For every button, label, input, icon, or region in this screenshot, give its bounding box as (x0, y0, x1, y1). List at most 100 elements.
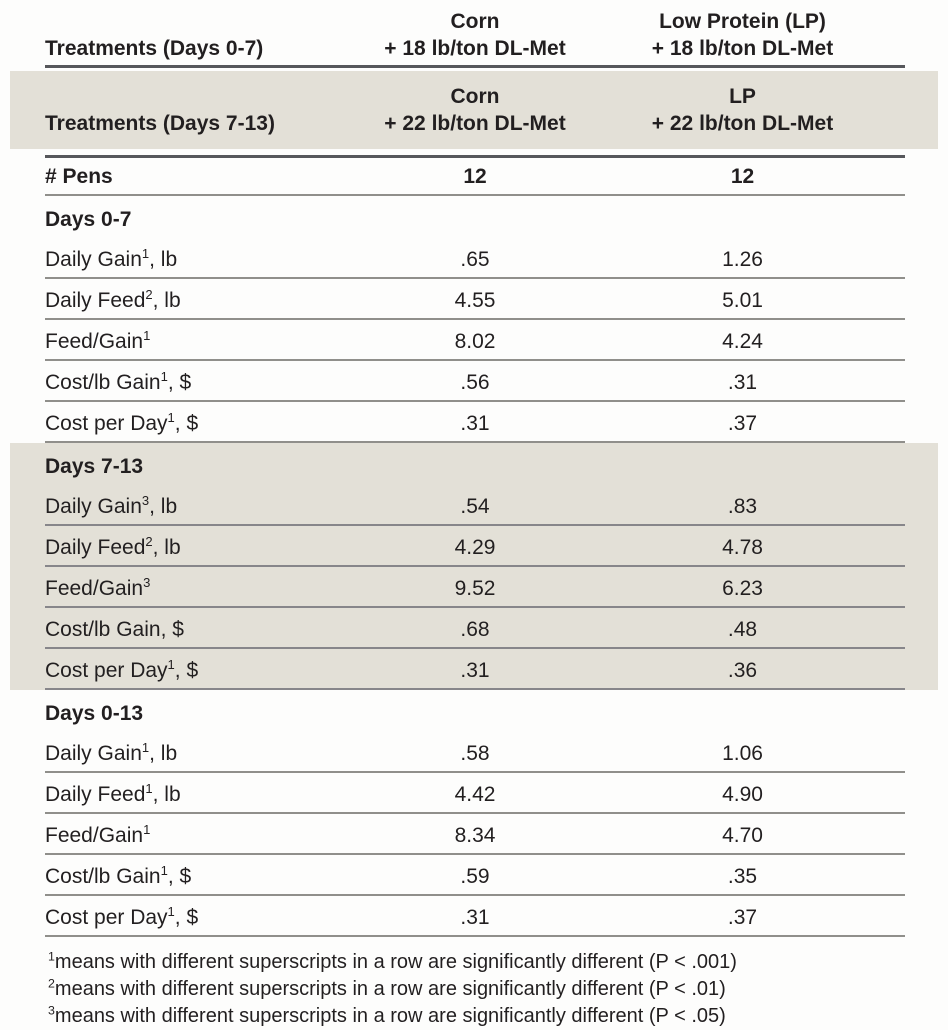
value-cell-lp: .35 (727, 865, 758, 888)
value-cell-lp: .83 (727, 495, 758, 518)
row-label-text: Cost per Day (45, 659, 168, 682)
value-cell-lp: 5.01 (722, 289, 763, 312)
row-label-text: Cost/lb Gain (45, 618, 161, 641)
pens-row-label: # Pens (45, 165, 113, 188)
value-cell-corn: .58 (460, 742, 490, 765)
row-label: Daily Feed2, lb (45, 287, 325, 313)
row-label-sup: 3 (141, 493, 150, 508)
table-row-daily-gain-0-13: Daily Gain1, lb .58 1.06 (45, 732, 905, 773)
footnote-3-sup: 3 (48, 1003, 55, 1018)
table-row-cost-per-day-7-13: Cost per Day1, $ .31 .36 (45, 649, 905, 690)
footnote-2-text: means with different superscripts in a r… (54, 978, 726, 1000)
row-label: Daily Feed2, lb (45, 534, 325, 560)
pens-row: # Pens 12 12 (45, 158, 905, 196)
value-cell-corn: 8.34 (454, 824, 496, 847)
row-label-suffix: , lb (149, 248, 178, 271)
row-label: Cost/lb Gain1, $ (45, 369, 325, 395)
footnote-1: 1means with different superscripts in a … (48, 949, 938, 976)
row-label-text: Daily Feed (45, 536, 146, 559)
header2-row-label: Treatments (Days 7-13) (45, 112, 275, 135)
row-label-sup: 2 (145, 534, 153, 549)
table-row-cost-per-day-0-13: Cost per Day1, $ .31 .37 (45, 896, 905, 937)
value-cell-lp: 4.78 (722, 536, 763, 559)
value-cell-corn: 9.52 (454, 577, 496, 600)
footnote-3-text: means with different superscripts in a r… (54, 1005, 726, 1027)
row-label: Feed/Gain1 (45, 328, 325, 354)
section-title-days-0-13: Days 0-13 (45, 702, 144, 725)
header2-corn-line2: + 22 lb/ton DL-Met (384, 112, 566, 135)
row-label-sup: 1 (143, 328, 151, 343)
row-label-text: Daily Gain (45, 742, 142, 765)
table-row-cost-lb-gain-7-13: Cost/lb Gain, $ .68 .48 (45, 608, 905, 649)
header2-lp-line1: LP (729, 85, 756, 108)
row-label: Feed/Gain3 (45, 576, 325, 601)
header1-corn-line1: Corn (450, 10, 500, 33)
table-row-daily-feed-0-7: Daily Feed2, lb 4.55 5.01 (45, 279, 905, 320)
value-cell-corn: .68 (460, 618, 490, 641)
header1-corn-line2: + 18 lb/ton DL-Met (384, 37, 566, 60)
header2-col-lp: LP + 22 lb/ton DL-Met (625, 83, 860, 137)
row-label-text: Cost per Day (45, 906, 168, 929)
row-label: Daily Feed1, lb (45, 782, 325, 807)
treatments-table: Treatments (Days 0-7) Corn + 18 lb/ton D… (10, 6, 938, 1030)
row-label-suffix: , $ (174, 659, 199, 682)
value-cell-corn: .31 (460, 906, 490, 929)
value-cell-corn: .31 (460, 659, 490, 682)
row-label-suffix: , $ (160, 618, 184, 641)
row-label-sup: 1 (167, 904, 175, 919)
row-label-suffix: , lb (152, 783, 181, 806)
section-title-days-7-13: Days 7-13 (45, 455, 144, 478)
pens-value-corn: 12 (463, 165, 487, 188)
value-cell-lp: 4.90 (722, 783, 763, 806)
row-label-suffix: , $ (167, 371, 192, 394)
table-row-feed-gain-0-7: Feed/Gain1 8.02 4.24 (45, 320, 905, 361)
row-label-sup: 1 (141, 740, 150, 755)
row-label-suffix: , lb (152, 536, 181, 559)
value-cell-lp: 1.06 (722, 742, 763, 765)
section-days-7-13: Days 7-13 Daily Gain3, lb .54 .83 Daily … (10, 443, 938, 690)
table-row-daily-gain-7-13: Daily Gain3, lb .54 .83 (45, 485, 905, 526)
header2-col-corn: Corn + 22 lb/ton DL-Met (325, 83, 625, 137)
header2-corn-line1: Corn (450, 85, 500, 108)
row-label-text: Daily Gain (45, 248, 142, 271)
row-label: Daily Gain3, lb (45, 493, 325, 519)
value-cell-corn: 4.55 (454, 289, 496, 312)
row-label-text: Cost/lb Gain (45, 865, 161, 888)
value-cell-corn: .59 (460, 865, 490, 888)
row-label: Cost/lb Gain, $ (45, 618, 325, 642)
row-label: Cost per Day1, $ (45, 657, 325, 683)
row-label-sup: 1 (167, 410, 175, 425)
row-label-text: Cost/lb Gain (45, 371, 161, 394)
table-row-daily-gain-0-7: Daily Gain1, lb .65 1.26 (45, 238, 905, 279)
row-label-text: Cost per Day (45, 412, 168, 435)
row-label: Cost/lb Gain1, $ (45, 864, 325, 889)
table-row-daily-feed-0-13: Daily Feed1, lb 4.42 4.90 (45, 773, 905, 814)
table-row-feed-gain-0-13: Feed/Gain1 8.34 4.70 (45, 814, 905, 855)
value-cell-lp: .31 (727, 371, 758, 394)
table-row-cost-per-day-0-7: Cost per Day1, $ .31 .37 (45, 402, 905, 443)
row-label-suffix: , $ (167, 865, 192, 888)
footnotes: 1means with different superscripts in a … (48, 949, 938, 1030)
row-label-suffix: , lb (152, 289, 181, 312)
header1-row-label: Treatments (Days 0-7) (45, 37, 264, 60)
row-label-sup: 1 (167, 657, 175, 672)
value-cell-corn: 4.29 (454, 536, 496, 559)
header1-lp-line1: Low Protein (LP) (659, 10, 826, 33)
pens-value-lp: 12 (730, 165, 755, 188)
value-cell-corn: .54 (460, 495, 490, 518)
footnote-2: 2means with different superscripts in a … (48, 976, 938, 1003)
row-label-sup: 1 (160, 369, 168, 384)
row-label-sup: 2 (145, 287, 153, 302)
row-label-suffix: , $ (174, 906, 199, 929)
value-cell-lp: .48 (727, 618, 758, 641)
row-label-text: Feed/Gain (45, 577, 144, 600)
value-cell-lp: 6.23 (722, 577, 763, 600)
header1-lp-line2: + 18 lb/ton DL-Met (651, 37, 834, 60)
header-days-7-13: Treatments (Days 7-13) Corn + 22 lb/ton … (10, 71, 938, 149)
value-cell-lp: .37 (727, 412, 758, 435)
value-cell-corn: .31 (460, 412, 490, 435)
table-row-cost-lb-gain-0-7: Cost/lb Gain1, $ .56 .31 (45, 361, 905, 402)
value-cell-lp: 4.70 (722, 824, 763, 847)
table-row-feed-gain-7-13: Feed/Gain3 9.52 6.23 (45, 567, 905, 608)
